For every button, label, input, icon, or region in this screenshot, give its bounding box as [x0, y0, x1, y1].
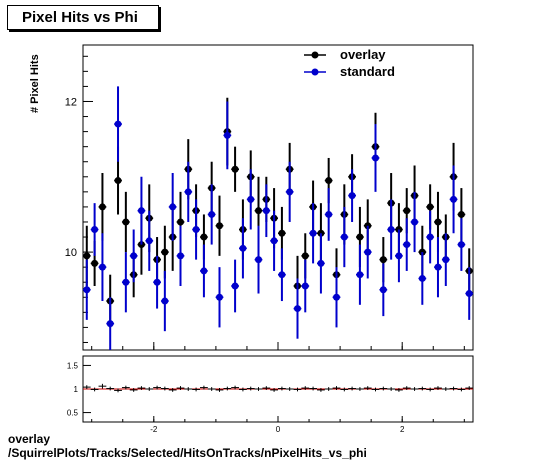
overlay-point: [325, 177, 333, 185]
standard-point: [309, 229, 317, 237]
overlay-point: [255, 207, 262, 215]
standard-point: [356, 271, 364, 279]
chart-title: Pixel Hits vs Phi: [7, 5, 159, 30]
legend-standard-marker: [311, 68, 319, 76]
standard-point: [114, 120, 122, 128]
standard-point: [98, 263, 106, 271]
standard-point: [223, 131, 231, 139]
standard-point: [200, 267, 208, 275]
standard-point: [216, 293, 223, 301]
overlay-point: [122, 218, 130, 226]
standard-point: [411, 218, 419, 226]
standard-point: [317, 259, 325, 267]
ratio-x-tick-label: 0: [276, 425, 281, 434]
legend-overlay-marker: [311, 51, 319, 59]
overlay-point: [231, 165, 239, 173]
standard-point: [130, 252, 138, 260]
y-axis-label: # Pixel Hits: [29, 54, 41, 113]
standard-point: [364, 248, 372, 256]
standard-point: [208, 210, 216, 218]
standard-point: [255, 256, 262, 264]
footer-line-1: overlay: [8, 432, 51, 446]
legend-overlay-label: overlay: [340, 47, 386, 62]
standard-point: [247, 195, 255, 203]
standard-point: [294, 305, 301, 313]
ratio-y-tick-label: 1: [74, 385, 79, 394]
standard-point: [372, 154, 379, 162]
overlay-point: [457, 210, 465, 218]
standard-point: [184, 188, 192, 196]
standard-point: [286, 188, 294, 196]
overlay-point: [356, 233, 364, 241]
standard-point: [333, 293, 340, 301]
ratio-y-tick-label: 0.5: [67, 409, 79, 418]
overlay-point: [83, 252, 91, 260]
standard-point: [340, 233, 348, 241]
standard-point: [379, 286, 387, 294]
standard-point: [442, 256, 450, 264]
standard-point: [434, 263, 442, 271]
standard-point: [450, 195, 458, 203]
main-axes: 10 12: [65, 55, 465, 350]
standard-point: [325, 210, 333, 218]
standard-point: [262, 207, 270, 215]
footer-line-2: /SquirrelPlots/Tracks/Selected/HitsOnTra…: [8, 446, 367, 460]
standard-point: [83, 286, 91, 294]
standard-point: [301, 282, 309, 290]
standard-point: [192, 226, 200, 234]
overlay-point: [434, 218, 442, 226]
standard-point: [418, 274, 426, 282]
ratio-x-tick-label: 2: [400, 425, 405, 434]
standard-point: [177, 252, 184, 260]
overlay-point: [301, 252, 309, 260]
standard-point: [106, 320, 114, 328]
standard-point: [457, 241, 465, 249]
ratio-axes: 0.5 1 1.5 -2 0 2: [67, 361, 473, 434]
main-y-tick-label: 10: [65, 247, 77, 259]
standard-point: [278, 271, 286, 279]
standard-point: [91, 226, 99, 234]
overlay-point: [216, 222, 223, 230]
overlay-point: [278, 229, 286, 237]
main-series-layer: [82, 86, 474, 350]
standard-point: [122, 278, 130, 286]
standard-point: [426, 233, 434, 241]
overlay-point: [161, 248, 169, 256]
standard-point: [403, 241, 411, 249]
overlay-point: [200, 233, 208, 241]
overlay-point: [177, 218, 184, 226]
overlay-point: [98, 203, 106, 211]
main-y-tick-label: 12: [65, 96, 77, 108]
legend: overlay standard: [304, 47, 395, 79]
standard-point: [231, 282, 239, 290]
overlay-point: [91, 259, 99, 267]
overlay-point: [379, 256, 387, 264]
ratio-y-tick-label: 1.5: [67, 361, 79, 370]
standard-point: [270, 237, 278, 245]
standard-point: [239, 244, 247, 252]
ratio-series-layer: [82, 383, 474, 393]
overlay-point: [426, 203, 434, 211]
standard-point: [465, 290, 473, 298]
overlay-point: [403, 207, 411, 215]
standard-point: [145, 237, 153, 245]
standard-point: [153, 278, 161, 286]
standard-point: [348, 192, 356, 200]
overlay-point: [114, 177, 122, 185]
standard-point: [169, 203, 177, 211]
standard-point: [387, 226, 395, 234]
legend-standard-label: standard: [340, 64, 395, 79]
standard-point: [137, 207, 145, 215]
ratio-x-tick-label: -2: [150, 425, 158, 434]
standard-point: [395, 252, 403, 260]
standard-point: [161, 297, 169, 305]
